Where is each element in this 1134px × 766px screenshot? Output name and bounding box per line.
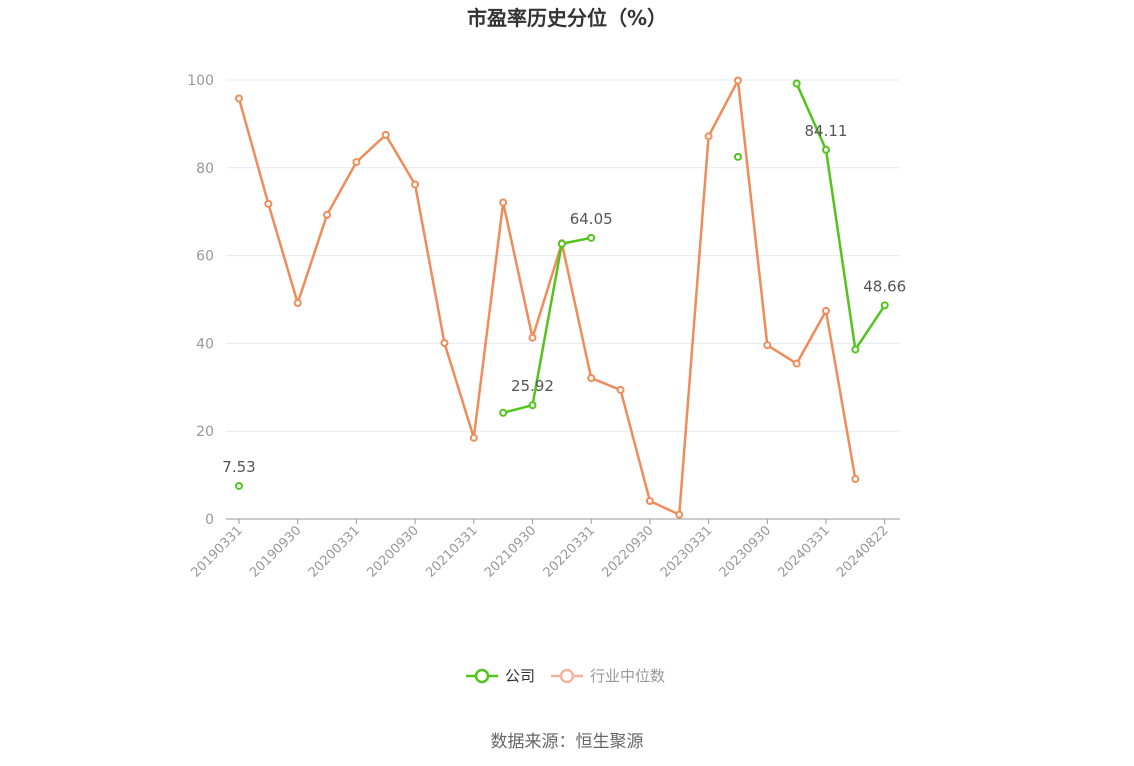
data-labels: 7.53 25.92 64.05 84.11 48.66 [222,122,906,476]
legend-label: 行业中位数 [590,667,665,685]
x-tick-label: 20230331 [658,523,715,580]
data-point [293,299,302,308]
x-tick-label: 20190930 [247,523,304,580]
x-tick-label: 20220930 [599,523,656,580]
data-label: 25.92 [511,377,554,395]
x-tick-label: 20200930 [365,523,422,580]
data-point [499,408,508,417]
legend[interactable]: 公司 行业中位数 [466,667,665,685]
x-tick-label: 20230930 [717,523,774,580]
y-tick-label: 20 [196,424,214,440]
chart-title: 市盈率历史分位（%） [467,6,667,30]
data-point [792,359,801,368]
legend-item-1[interactable]: 行业中位数 [551,667,665,685]
x-tick-label: 20220331 [541,523,598,580]
series-0 [235,79,889,490]
x-axis: 20190331 20190930 20200331 20200930 20210331… [188,518,900,581]
x-tick-label: 20210331 [423,523,480,580]
y-axis: 0 20 40 60 80 100 [187,73,214,528]
data-point [469,433,478,442]
data-point [528,333,537,342]
x-tick-label: 20190331 [188,523,245,580]
data-point [411,180,420,189]
y-tick-label: 100 [187,73,214,89]
data-point [733,76,742,85]
data-point [381,130,390,139]
data-point [440,338,449,347]
data-point [645,497,654,506]
data-point [557,239,566,248]
data-point [235,94,243,103]
data-point [851,345,860,354]
data-point [822,306,830,315]
y-tick-label: 40 [196,336,214,352]
data-point [352,158,361,167]
x-tick-label: 20200331 [306,523,363,580]
data-point [264,199,273,208]
x-tick-label: 20240822 [834,523,891,580]
data-point [880,301,889,310]
grid-lines [226,79,900,432]
data-point [616,385,625,394]
legend-label: 公司 [505,667,535,685]
data-point [528,401,537,410]
data-point [851,475,860,484]
data-point [763,341,772,350]
data-point [323,210,332,219]
series-line [237,79,857,516]
legend-marker [474,668,490,684]
y-tick-label: 0 [205,512,214,528]
data-point [587,374,596,383]
data-point [499,198,508,207]
data-label: 7.53 [222,458,255,476]
data-point [733,152,742,161]
series-layer [235,76,889,519]
series-1 [235,76,860,519]
data-point [792,79,801,88]
data-label: 84.11 [805,122,848,140]
y-tick-label: 80 [196,161,214,177]
data-point [235,481,243,490]
series-line [502,236,592,414]
data-point [587,233,596,242]
data-point [704,132,713,141]
data-source: 数据来源：恒生聚源 [491,732,644,752]
data-point [822,145,830,154]
data-point [675,510,684,519]
data-label: 48.66 [863,277,906,295]
legend-marker [559,668,575,684]
y-tick-label: 60 [196,249,214,265]
legend-item-0[interactable]: 公司 [466,667,535,685]
x-tick-label: 20210930 [482,523,539,580]
x-tick-label: 20240331 [775,523,832,580]
series-line [795,83,886,351]
data-label: 64.05 [570,210,613,228]
